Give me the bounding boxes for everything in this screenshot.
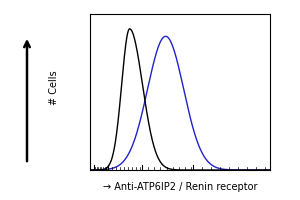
Text: → Anti-ATP6IP2 / Renin receptor: → Anti-ATP6IP2 / Renin receptor (103, 182, 257, 192)
Text: # Cells: # Cells (49, 71, 59, 105)
